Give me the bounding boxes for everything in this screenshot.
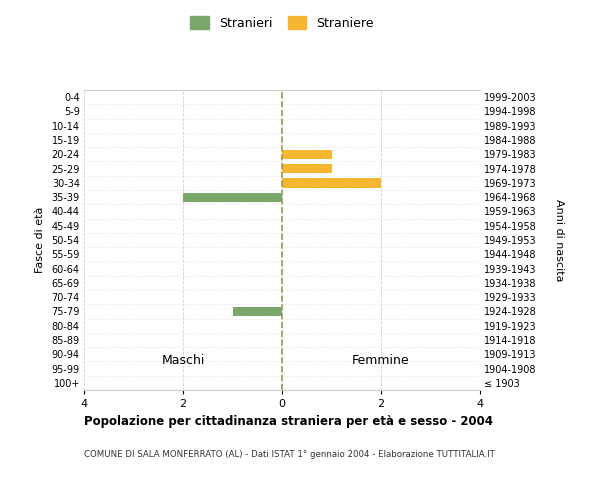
Bar [282, 178, 381, 188]
Text: Maschi: Maschi [161, 354, 205, 368]
Legend: Stranieri, Straniere: Stranieri, Straniere [185, 11, 379, 35]
Text: COMUNE DI SALA MONFERRATO (AL) - Dati ISTAT 1° gennaio 2004 - Elaborazione TUTTI: COMUNE DI SALA MONFERRATO (AL) - Dati IS… [84, 450, 495, 459]
Bar [183, 192, 282, 202]
Text: Popolazione per cittadinanza straniera per età e sesso - 2004: Popolazione per cittadinanza straniera p… [84, 415, 493, 428]
Y-axis label: Fasce di età: Fasce di età [35, 207, 44, 273]
Bar [233, 307, 282, 316]
Text: Femmine: Femmine [352, 354, 410, 368]
Y-axis label: Anni di nascita: Anni di nascita [554, 198, 563, 281]
Bar [282, 164, 331, 173]
Bar [282, 150, 331, 159]
